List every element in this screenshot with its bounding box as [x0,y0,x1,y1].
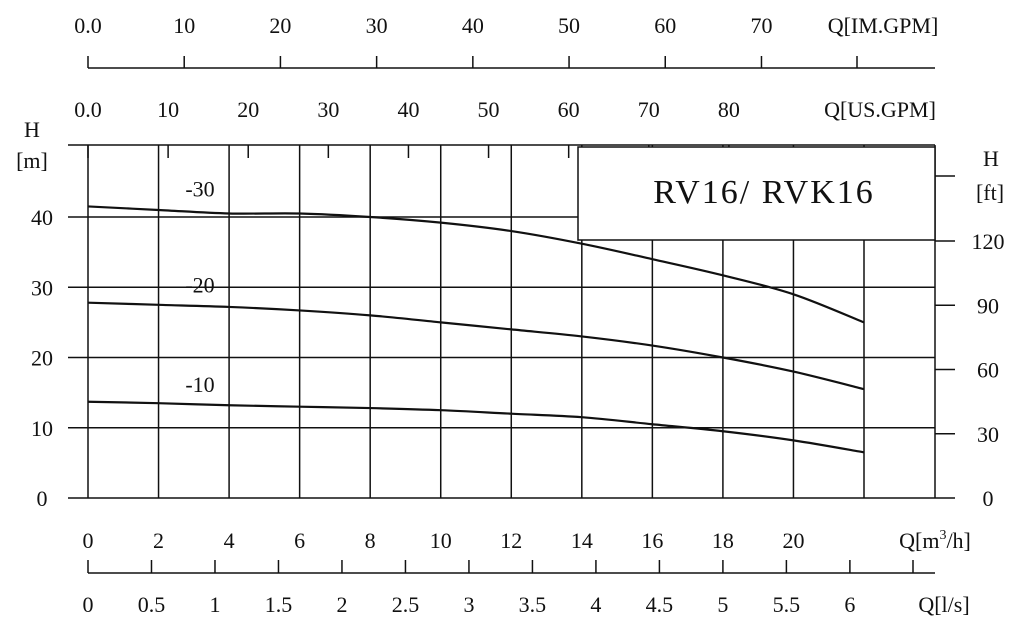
usgpm-tick-label: 30 [317,97,339,122]
axis-units: H [m] H [ft] Q[m3/h] Q[l/s] Q[US.GPM] Q[IM.GPM] [16,13,1004,617]
y2-tick-label: 0 [983,486,994,511]
ls-tick-label: 6 [844,592,855,617]
curve-minus-10 [87,400,865,454]
imgpm-tick-label: 20 [269,13,291,38]
curve-minus-30 [87,205,865,324]
y2-axis-unit-label: [ft] [976,180,1004,205]
y-axis-label: H [24,117,40,142]
ls-tick-label: 5 [717,592,728,617]
y-tick-label: 10 [31,416,53,441]
x-tick-label: 18 [712,528,734,553]
ls-tick-label: 4.5 [646,592,674,617]
ls-tick-label: 3.5 [519,592,547,617]
y-tick-label: 30 [31,275,53,300]
ls-tick-label: 5.5 [773,592,801,617]
x-tick-label: 2 [153,528,164,553]
model-title-background [577,146,936,241]
ls-tick-label: 1 [209,592,220,617]
ls-axis-label: Q[l/s] [918,592,969,617]
imgpm-tick-label: 50 [558,13,580,38]
y2-axis-label: H [983,146,999,171]
usgpm-tick-label: 40 [397,97,419,122]
y-tick-label: 20 [31,346,53,371]
y-axis-unit-label: [m] [16,148,48,173]
y2-tick-label: 60 [977,358,999,383]
y2-tick-label: 30 [977,422,999,447]
usgpm-tick-label: 20 [237,97,259,122]
imgpm-tick-label: 30 [366,13,388,38]
x-tick-label: 6 [294,528,305,553]
x-tick-label: 14 [571,528,593,553]
imgpm-tick-label: 40 [462,13,484,38]
curve-label: -10 [185,372,214,397]
imgpm-tick-label: 0.0 [74,13,102,38]
model-title-box: RV16/ RVK16 [577,146,936,241]
x-axis-label: Q[m3/h] [899,528,971,553]
y2-tick-label: 90 [977,293,999,318]
x-tick-label: 16 [641,528,663,553]
ls-tick-label: 1.5 [265,592,293,617]
usgpm-tick-label: 70 [638,97,660,122]
curve-label: -20 [185,273,214,298]
imgpm-axis-label: Q[IM.GPM] [828,13,939,38]
curves [87,205,865,454]
usgpm-tick-label: 0.0 [74,97,102,122]
x-tick-label: 10 [430,528,452,553]
usgpm-axis-label: Q[US.GPM] [824,97,936,122]
imgpm-tick-label: 60 [654,13,676,38]
x-tick-label: 8 [365,528,376,553]
ls-tick-label: 4 [590,592,601,617]
x-tick-label: 4 [224,528,235,553]
ls-tick-label: 0 [83,592,94,617]
usgpm-tick-label: 50 [478,97,500,122]
ls-tick-label: 2.5 [392,592,420,617]
y2-tick-label: 120 [972,229,1005,254]
curve-labels: -30 -20 -10 [185,176,214,396]
x-tick-label: 20 [782,528,804,553]
x-tick-label: 12 [500,528,522,553]
ls-tick-label: 3 [463,592,474,617]
y-tick-label: 40 [31,205,53,230]
ls-tick-label: 2 [336,592,347,617]
usgpm-tick-label: 80 [718,97,740,122]
usgpm-tick-label: 10 [157,97,179,122]
curve-label: -30 [185,176,214,201]
ls-tick-label: 0.5 [138,592,166,617]
imgpm-tick-label: 10 [173,13,195,38]
y-tick-label: 0 [37,486,48,511]
imgpm-tick-label: 70 [750,13,772,38]
curve-minus-20 [87,301,865,391]
x-tick-label: 0 [83,528,94,553]
model-title: RV16/ RVK16 [653,174,875,211]
usgpm-tick-label: 60 [558,97,580,122]
